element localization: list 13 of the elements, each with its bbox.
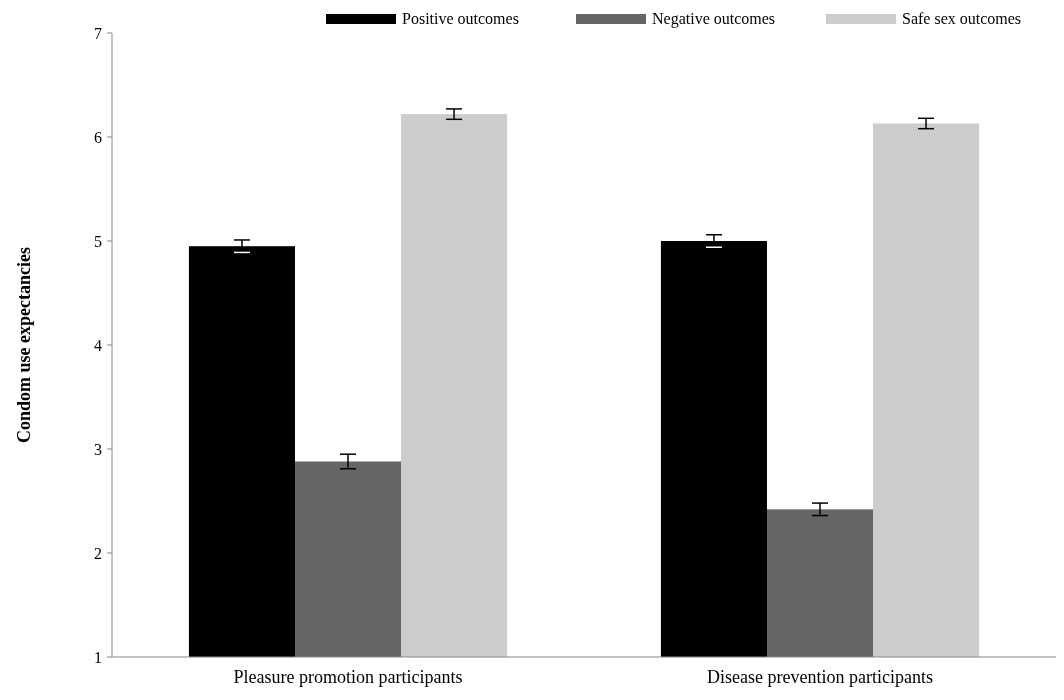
- y-tick-label: 4: [94, 336, 102, 354]
- y-tick-label: 2: [94, 544, 102, 562]
- legend-label: Positive outcomes: [402, 10, 519, 27]
- y-tick-label: 5: [94, 232, 102, 250]
- y-tick-label: 1: [94, 648, 102, 666]
- legend-label: Safe sex outcomes: [902, 10, 1022, 27]
- y-tick-label: 6: [94, 128, 102, 146]
- y-tick-label: 3: [94, 440, 102, 458]
- legend-label: Negative outcomes: [652, 10, 776, 28]
- y-axis-title: Condom use expectancies: [14, 247, 34, 443]
- y-tick-label: 7: [94, 24, 102, 42]
- x-tick-label: Disease prevention participants: [707, 667, 933, 687]
- x-tick-label: Pleasure promotion participants: [233, 667, 463, 687]
